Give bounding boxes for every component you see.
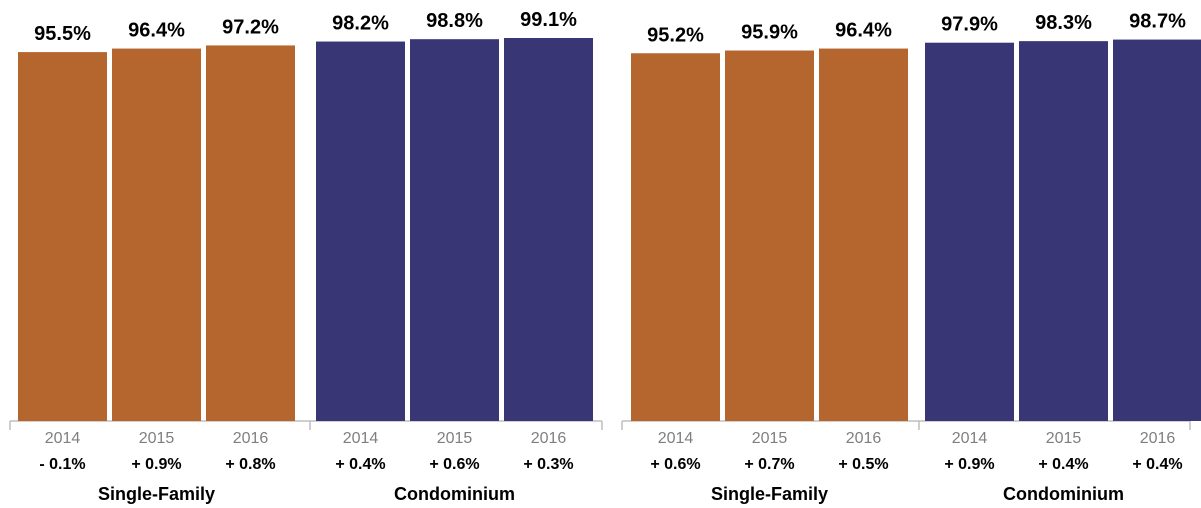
x-tick-label-year: 2015 (752, 430, 788, 447)
bar (316, 42, 405, 421)
bar-value-label: 96.4% (128, 20, 185, 42)
category-label: Single-Family (98, 484, 215, 504)
bar-value-label: 95.9% (741, 22, 798, 44)
bar-change-label: + 0.4% (1038, 456, 1088, 473)
x-tick-label-year: 2015 (437, 430, 473, 447)
bar-change-label: + 0.3% (523, 456, 573, 473)
bar-value-label: 99.1% (520, 9, 577, 31)
category-label: Single-Family (711, 484, 828, 504)
bar-value-label: 98.8% (426, 10, 483, 32)
bar-change-label: - 0.1% (39, 456, 85, 473)
bar-change-label: + 0.7% (744, 456, 794, 473)
bar-change-label: + 0.8% (225, 456, 275, 473)
bar-value-label: 97.2% (222, 16, 279, 38)
category-label: Condominium (394, 484, 515, 504)
bar-change-label: + 0.4% (1132, 456, 1182, 473)
bar (504, 38, 593, 421)
x-tick-label-year: 2015 (139, 430, 175, 447)
x-tick-label-year: 2014 (45, 430, 81, 447)
bar-value-label: 98.2% (332, 13, 389, 35)
bar-change-label: + 0.6% (429, 456, 479, 473)
bar-value-label: 95.2% (647, 24, 704, 46)
bar-value-label: 96.4% (835, 20, 892, 42)
category-label: Condominium (1003, 484, 1124, 504)
x-tick-label-year: 2014 (658, 430, 694, 447)
x-tick-label-year: 2014 (952, 430, 988, 447)
x-tick-label-year: 2016 (846, 430, 882, 447)
bar-change-label: + 0.9% (944, 456, 994, 473)
x-tick-label-year: 2016 (1140, 430, 1176, 447)
bar-change-label: + 0.5% (838, 456, 888, 473)
bar (410, 39, 499, 421)
bar-change-label: + 0.4% (335, 456, 385, 473)
bar (206, 45, 295, 421)
x-tick-label-year: 2015 (1046, 430, 1082, 447)
bar (1019, 41, 1108, 421)
bar (725, 51, 814, 421)
x-tick-label-year: 2016 (531, 430, 567, 447)
x-tick-label-year: 2016 (233, 430, 269, 447)
bar (925, 43, 1014, 421)
bar-value-label: 98.3% (1035, 12, 1092, 34)
bar-value-label: 98.7% (1129, 11, 1186, 33)
bar (1113, 40, 1201, 421)
x-tick-label-year: 2014 (343, 430, 379, 447)
bar-change-label: + 0.6% (650, 456, 700, 473)
bar (18, 52, 107, 421)
bar (631, 53, 720, 421)
bar (112, 49, 201, 421)
bar-change-label: + 0.9% (131, 456, 181, 473)
bar (819, 49, 908, 421)
bar-value-label: 97.9% (941, 14, 998, 36)
bar-value-label: 95.5% (34, 23, 91, 45)
